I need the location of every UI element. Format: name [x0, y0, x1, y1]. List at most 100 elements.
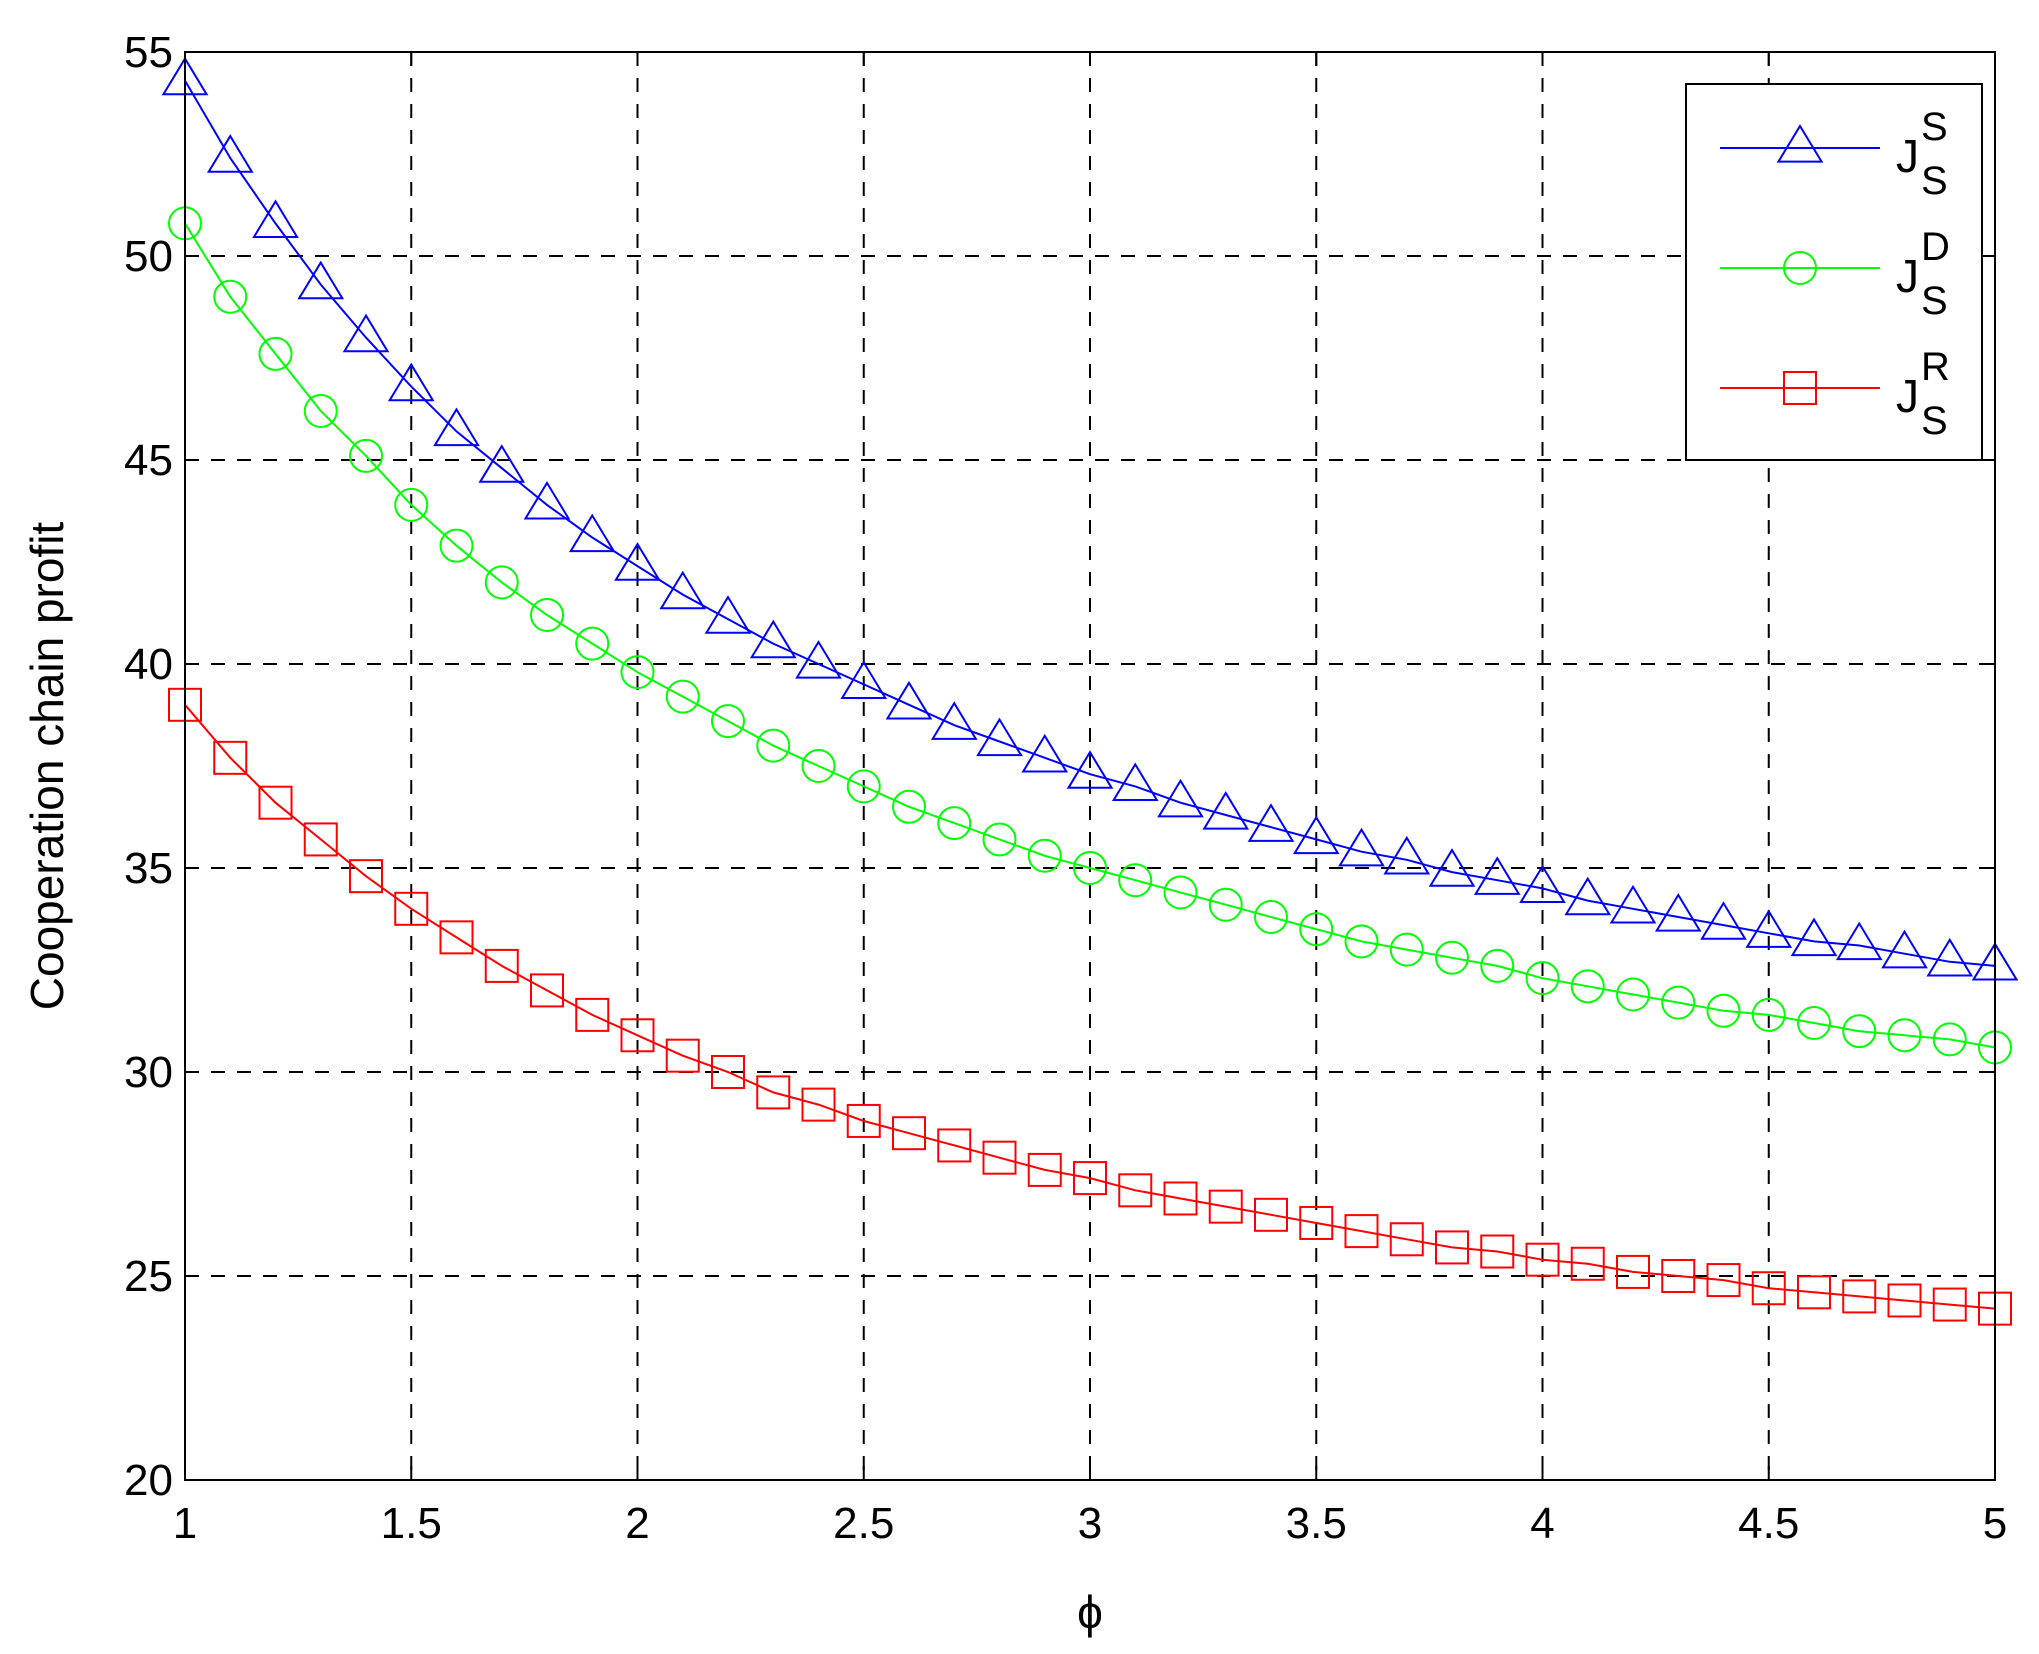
data-point	[1435, 1230, 1469, 1265]
ticks	[184, 51, 1996, 1481]
data-point	[1835, 921, 1883, 961]
data-point	[1383, 835, 1431, 875]
data-point	[258, 336, 293, 371]
data-point	[1066, 750, 1114, 789]
data-point	[206, 134, 254, 173]
data-point	[840, 660, 888, 700]
data-point	[1389, 932, 1424, 967]
tick-labels: 1 1.5 2 2.5 3 3.5 4 4.5 5 20 25 30 35 40 45 50 55	[124, 28, 2007, 1548]
data-point	[1525, 961, 1560, 996]
data-point	[1208, 887, 1243, 922]
data-point	[433, 407, 480, 447]
x-tick-label: 2.5	[833, 1499, 894, 1548]
data-point	[439, 528, 474, 563]
x-tick-label: 3	[1078, 1499, 1102, 1548]
data-point	[1932, 1022, 1967, 1057]
data-point	[1118, 1173, 1153, 1208]
data-point	[252, 199, 299, 238]
data-point	[846, 769, 881, 804]
data-point	[1661, 985, 1696, 1020]
data-point	[1706, 993, 1741, 1028]
data-point	[1797, 1006, 1831, 1041]
data-point	[1208, 1189, 1243, 1224]
legend-subscript: S	[1921, 159, 1948, 203]
data-point	[1344, 1214, 1379, 1249]
data-point	[1790, 917, 1838, 957]
data-point	[1616, 977, 1650, 1012]
x-tick-label: 2	[625, 1499, 649, 1548]
data-point	[1519, 864, 1566, 904]
y-tick-label: 35	[124, 844, 173, 893]
data-point	[303, 394, 338, 429]
data-point	[349, 859, 383, 894]
data-point	[1570, 1246, 1605, 1281]
x-tick-label: 5	[1983, 1499, 2007, 1548]
data-point	[575, 997, 610, 1032]
data-point	[1842, 1279, 1877, 1314]
data-point	[568, 513, 616, 553]
y-tick-label: 40	[124, 640, 173, 689]
data-point	[1428, 848, 1476, 887]
x-tick-label: 1.5	[381, 1499, 442, 1548]
data-point	[846, 1103, 881, 1138]
data-point	[1021, 733, 1069, 773]
data-point	[387, 362, 435, 402]
series-r	[168, 687, 2012, 1326]
data-point	[982, 822, 1017, 857]
data-point	[665, 1038, 700, 1073]
data-point	[795, 640, 842, 679]
x-tick-label: 4	[1530, 1499, 1554, 1548]
data-point	[1299, 912, 1334, 947]
legend-marker	[1783, 371, 1817, 405]
data-point	[1027, 838, 1062, 873]
x-tick-label: 4.5	[1738, 1499, 1799, 1548]
data-point	[213, 740, 248, 775]
x-tick-label: 3.5	[1286, 1499, 1347, 1548]
data-point	[530, 973, 564, 1008]
data-point	[1654, 893, 1702, 932]
y-tick-label: 55	[124, 28, 173, 77]
data-point	[1118, 863, 1153, 898]
legend-subscript: S	[1921, 279, 1948, 323]
data-point	[1247, 803, 1295, 842]
data-point	[1609, 884, 1657, 924]
data-point	[1887, 1283, 1922, 1318]
data-point	[258, 785, 293, 820]
data-point	[885, 680, 933, 720]
data-point	[342, 313, 390, 353]
data-point	[1163, 875, 1198, 910]
data-point	[801, 749, 836, 783]
data-point	[1473, 856, 1521, 895]
data-point	[620, 1018, 655, 1053]
data-point	[1570, 969, 1605, 1004]
data-point	[1480, 948, 1515, 983]
data-point	[756, 1075, 791, 1110]
data-point	[1887, 1018, 1922, 1053]
data-point	[1254, 899, 1288, 934]
data-point	[1435, 940, 1469, 975]
data-point	[982, 1140, 1017, 1175]
y-tick-label: 30	[124, 1048, 173, 1097]
data-point	[1751, 997, 1786, 1032]
data-point	[297, 260, 345, 300]
data-point	[1299, 1205, 1334, 1240]
data-point	[1525, 1242, 1560, 1277]
legend-superscript: D	[1921, 225, 1950, 269]
y-tick-label: 50	[124, 232, 173, 281]
data-point	[1202, 791, 1250, 830]
data-point	[930, 701, 978, 740]
data-point	[394, 487, 429, 522]
legend-item: JRS	[1720, 345, 1950, 443]
legend-label: J	[1896, 250, 1919, 302]
data-point	[1932, 1287, 1967, 1322]
data-point	[1661, 1259, 1696, 1293]
data-point	[439, 920, 474, 955]
data-point	[530, 598, 564, 633]
series-d	[168, 206, 2012, 1065]
y-tick-label: 45	[124, 436, 173, 485]
data-point	[756, 728, 791, 763]
legend-label: J	[1896, 370, 1919, 422]
data-point	[1751, 1271, 1786, 1306]
